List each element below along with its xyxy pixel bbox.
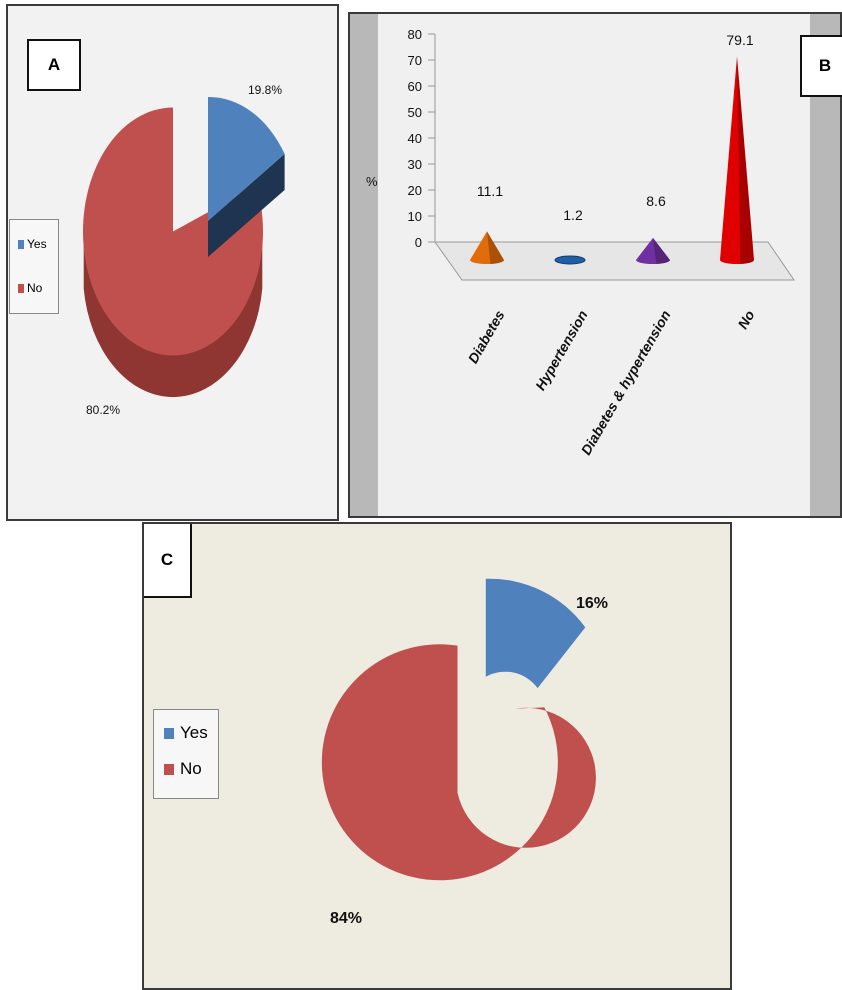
yes-slice-side-a [208, 153, 285, 257]
cone-diabetes-shade [487, 231, 505, 264]
legend-swatch-no [18, 283, 24, 293]
chart-left-side-strip [350, 14, 378, 516]
panel-b-label: B [800, 35, 842, 97]
panel-c-label: C [144, 524, 192, 598]
legend-c: Yes No [153, 709, 219, 799]
y-tick-label: 0 [415, 235, 422, 250]
legend-label-no-c: No [180, 759, 202, 778]
legend-swatch-no-c [164, 763, 174, 775]
yes-segment-c [485, 578, 586, 689]
cone-diabetes-hypertension [636, 237, 670, 264]
legend-label-no: No [27, 281, 43, 295]
category-label: Hypertension [532, 308, 591, 393]
legend-item-yes: Yes [18, 237, 47, 251]
legend-swatch-yes-c [164, 727, 174, 739]
cone-hypertension [554, 255, 586, 265]
no-slice-side-a [83, 231, 263, 398]
y-tick-label: 80 [408, 27, 422, 42]
y-tick-label: 70 [408, 53, 422, 68]
cone-diabetes-hypertension-shade [653, 237, 671, 264]
y-tick-labels: 0 10 20 30 40 50 60 70 80 [408, 27, 435, 250]
category-label: No [734, 307, 757, 332]
panel-a-label: A [27, 39, 81, 91]
yes-slice-a [208, 96, 285, 221]
donut-chart-c: 16% 84% [321, 578, 608, 927]
legend-item-yes-c: Yes [164, 723, 208, 743]
panel-b: % 0 10 20 30 40 50 60 70 80 11.1 1.2 8.6 79.1 Diabe… [348, 12, 842, 518]
no-percent-label-c: 84% [330, 910, 362, 927]
value-label: 8.6 [646, 193, 666, 209]
value-label: 79.1 [726, 32, 753, 48]
cone-no-shade [737, 56, 755, 264]
pie-chart-a: 19.8% 80.2% [82, 83, 285, 417]
cones [470, 56, 755, 265]
legend-label-yes-c: Yes [180, 723, 208, 742]
yes-percent-label-a: 19.8% [248, 83, 282, 97]
legend-label-yes: Yes [27, 237, 47, 251]
panel-c: C 16% 84% Yes No [142, 522, 732, 990]
value-labels: 11.1 1.2 8.6 79.1 [477, 32, 754, 223]
y-axis-label: % [366, 174, 378, 189]
cone-diabetes [470, 231, 504, 264]
legend-item-no-c: No [164, 759, 202, 779]
yes-percent-label-c: 16% [576, 595, 608, 612]
y-tick-label: 60 [408, 79, 422, 94]
value-label: 11.1 [477, 183, 503, 199]
cone-chart-b: % 0 10 20 30 40 50 60 70 80 11.1 1.2 8.6 79.1 Diabe… [350, 14, 840, 516]
cone-no [720, 56, 754, 264]
legend-a: Yes No [9, 219, 59, 314]
chart-right-side-strip [810, 14, 840, 516]
y-tick-label: 40 [408, 131, 422, 146]
y-tick-label: 10 [408, 209, 422, 224]
y-tick-label: 30 [408, 157, 422, 172]
y-tick-label: 20 [408, 183, 422, 198]
category-label: Diabetes & hypertension [578, 308, 674, 458]
legend-swatch-yes [18, 239, 24, 249]
y-tick-label: 50 [408, 105, 422, 120]
panel-a: A 19.8% 80.2% Yes No [6, 4, 339, 521]
value-label: 1.2 [563, 207, 583, 223]
no-percent-label-a: 80.2% [86, 403, 120, 417]
category-label: Diabetes [465, 307, 508, 366]
legend-item-no: No [18, 281, 42, 295]
chart-floor [434, 241, 795, 281]
no-segment-c [321, 644, 596, 881]
no-slice-a [82, 107, 263, 356]
